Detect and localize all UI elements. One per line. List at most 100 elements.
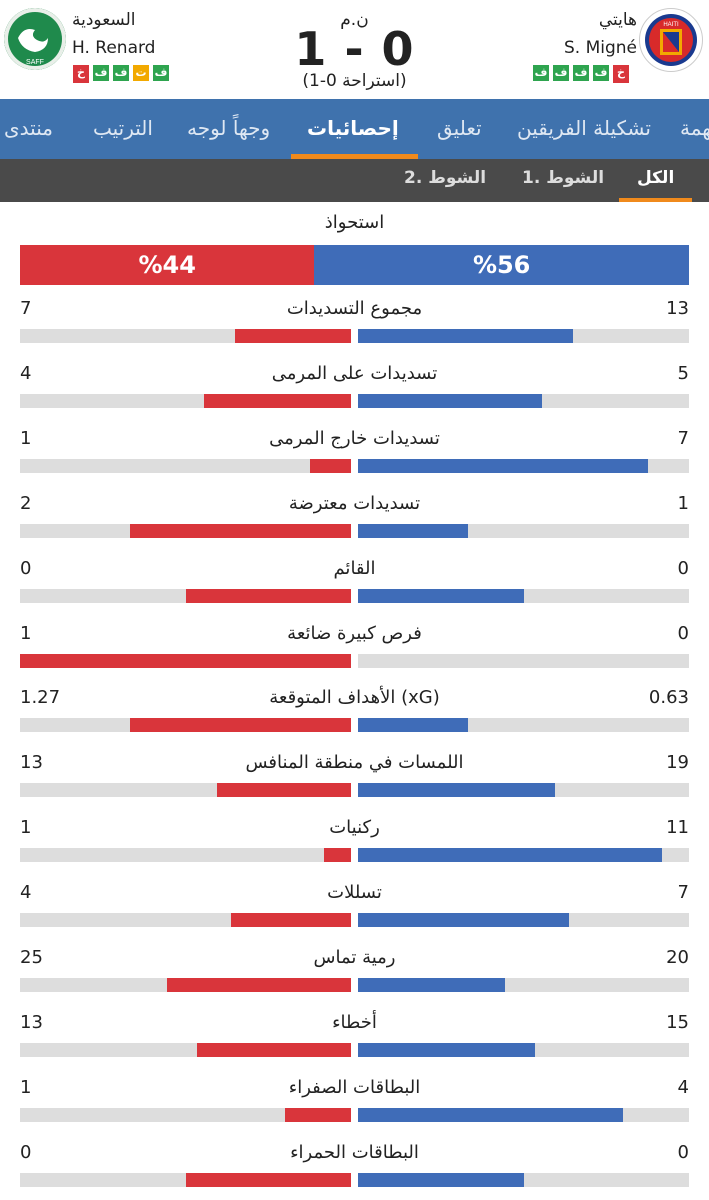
away-team-name[interactable]: السعودية xyxy=(72,10,136,30)
form-badge: ف xyxy=(113,65,129,81)
home-stat-bar xyxy=(358,1107,623,1122)
stat-label: البطاقات الحمراء xyxy=(290,1141,419,1163)
home-stat-bar xyxy=(358,848,662,863)
home-stat-track xyxy=(358,393,689,408)
stat-row: 2 تسديدات معترضة 1 xyxy=(0,493,709,543)
stat-label: البطاقات الصفراء xyxy=(288,1076,421,1098)
away-stat-track xyxy=(20,1107,351,1122)
tab-head-to-head[interactable]: وجهاً لوجه xyxy=(187,116,271,140)
home-stat-track xyxy=(358,329,689,343)
home-stat-bar xyxy=(358,458,648,473)
home-stat-track xyxy=(358,1042,689,1057)
form-badge: ف xyxy=(153,65,169,81)
away-stat-track xyxy=(20,329,351,343)
home-stat-value: 4 xyxy=(677,1076,689,1098)
away-stat-value: 13 xyxy=(20,1011,43,1033)
home-stat-bar xyxy=(358,1172,524,1187)
form-badge: ف xyxy=(553,65,569,81)
svg-text:SAFF: SAFF xyxy=(26,59,44,66)
form-badge: خ xyxy=(73,65,89,83)
form-badge: ف xyxy=(573,65,589,81)
subtab-second-half[interactable]: 2. الشوط xyxy=(404,168,487,188)
period-tab-bar: الكل 1. الشوط 2. الشوط xyxy=(0,159,709,202)
away-stat-value: 13 xyxy=(20,752,43,774)
home-stat-track xyxy=(358,978,689,992)
tab-forum[interactable]: منتدى xyxy=(4,116,53,140)
subtab-first-half[interactable]: 1. الشوط xyxy=(522,168,605,188)
away-stat-bar xyxy=(284,1107,351,1122)
away-stat-bar xyxy=(197,1042,351,1057)
away-coach-name: H. Renard xyxy=(72,38,156,58)
home-stat-bar xyxy=(358,718,468,733)
home-stat-value: 19 xyxy=(666,752,689,774)
home-stat-value: 0.63 xyxy=(648,687,689,709)
tab-standings[interactable]: الترتيب xyxy=(93,116,153,140)
home-stat-value: 20 xyxy=(666,947,689,968)
home-form-badges: ف ف ف ف خ xyxy=(533,65,629,83)
away-form-badges: خ ف ف ت ف xyxy=(73,65,169,83)
saudi-team-logo[interactable]: SAFF xyxy=(4,8,66,70)
halftime-score: (استراحة 0-1) xyxy=(302,71,407,91)
away-stat-bar xyxy=(166,978,351,992)
home-stat-bar xyxy=(358,588,524,603)
away-stat-bar xyxy=(20,653,351,668)
stat-row: 4 تسديدات على المرمى 5 xyxy=(0,363,709,413)
away-stat-value: 1 xyxy=(20,427,32,449)
stat-row: 1 تسديدات خارج المرمى 7 xyxy=(0,428,709,478)
away-stat-bar xyxy=(230,913,351,928)
away-stat-value: 1 xyxy=(20,622,32,644)
home-stat-track xyxy=(358,1107,689,1122)
svg-text:HAITI: HAITI xyxy=(663,22,679,28)
away-stat-track xyxy=(20,783,351,798)
stat-row: 1 فرص كبيرة ضائعة 0 xyxy=(0,623,709,673)
away-stat-value: 25 xyxy=(20,947,43,968)
home-stat-bar xyxy=(358,1042,536,1057)
stat-row: 7 مجموع التسديدات 13 xyxy=(0,298,709,348)
main-tab-bar: منتدى الترتيب وجهاً لوجه إحصائيات تعليق … xyxy=(0,99,709,159)
home-team-name[interactable]: هايتي xyxy=(598,10,637,30)
home-stat-bar xyxy=(358,913,569,928)
away-stat-track xyxy=(20,718,351,733)
tab-statistics[interactable]: إحصائيات xyxy=(307,116,399,140)
haiti-team-logo[interactable]: HAITI xyxy=(639,8,703,72)
home-stat-track xyxy=(358,458,689,473)
home-stat-track xyxy=(358,718,689,733)
stat-label: تسللات xyxy=(327,882,382,904)
away-stat-bar xyxy=(216,783,351,798)
away-stat-bar xyxy=(235,329,351,343)
stat-label: فرص كبيرة ضائعة xyxy=(287,622,422,644)
tab-commentary[interactable]: تعليق xyxy=(437,116,482,140)
form-badge: ف xyxy=(533,65,549,81)
tab-lineups[interactable]: تشكيلة الفريقين xyxy=(517,116,651,140)
home-stat-value: 7 xyxy=(677,427,689,449)
subtab-all[interactable]: الكل xyxy=(637,168,675,188)
home-stat-track xyxy=(358,588,689,603)
home-stat-value: 15 xyxy=(666,1011,689,1033)
form-badge: ت xyxy=(133,65,149,81)
match-score: 1 - 0 xyxy=(294,22,415,76)
form-badge: ف xyxy=(93,65,109,81)
away-stat-value: 1.27 xyxy=(20,687,61,709)
home-stat-value: 13 xyxy=(666,298,689,319)
home-possession: %56 xyxy=(314,245,689,285)
home-stat-track xyxy=(358,523,689,538)
home-stat-bar xyxy=(358,329,574,343)
away-stat-value: 4 xyxy=(20,882,32,904)
form-badge: خ xyxy=(613,65,629,83)
away-stat-bar xyxy=(129,718,351,733)
home-stat-bar xyxy=(358,393,542,408)
stat-row: 25 رمية تماس 20 xyxy=(0,947,709,997)
away-stat-track xyxy=(20,978,351,992)
possession-label: استحواذ xyxy=(324,212,385,233)
tab-summary[interactable]: مهمة xyxy=(680,116,709,140)
stat-label: مجموع التسديدات xyxy=(286,298,423,319)
away-stat-bar xyxy=(309,458,351,473)
away-stat-track xyxy=(20,653,351,668)
possession-bar: %44 %56 xyxy=(20,245,689,285)
away-stat-track xyxy=(20,848,351,863)
stat-row: 4 تسللات 7 xyxy=(0,882,709,932)
home-stat-value: 0 xyxy=(677,1141,689,1163)
away-stat-value: 1 xyxy=(20,817,32,839)
away-stat-value: 0 xyxy=(20,1141,32,1163)
match-status: ن.م xyxy=(340,10,369,30)
